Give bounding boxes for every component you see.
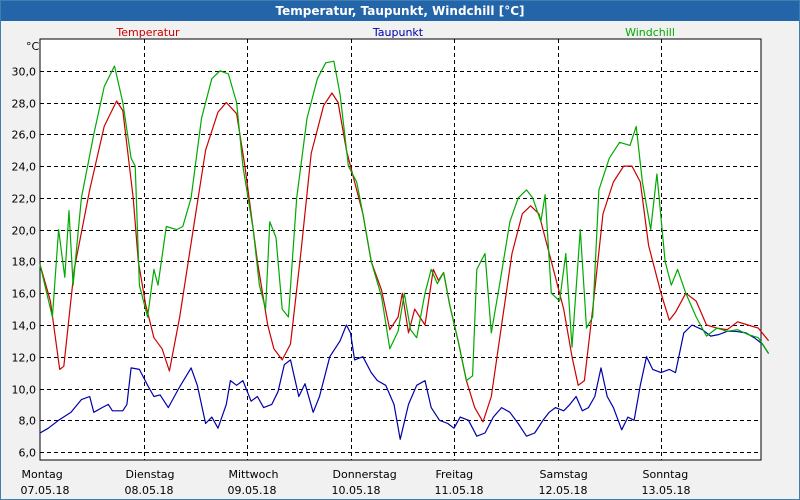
legend-entry-temperatur: Temperatur (115, 26, 180, 39)
grid-lines (40, 39, 761, 460)
y-tick-label: 12,0 (12, 352, 37, 365)
x-tick-date-label: 07.05.18 (21, 484, 70, 497)
y-tick-label: 14,0 (12, 320, 37, 333)
x-tick-day-label: Sonntag (643, 468, 689, 481)
x-tick-day-label: Mittwoch (229, 468, 279, 481)
x-tick-day-label: Donnerstag (333, 468, 397, 481)
x-tick-day-label: Samstag (540, 468, 588, 481)
series-line-taupunkt (39, 324, 770, 440)
x-tick-day-label: Freitag (436, 468, 474, 481)
y-tick-label: 26,0 (12, 129, 37, 142)
y-tick-label: 6,0 (19, 447, 37, 460)
x-axis-ticks: Montag 07.05.18 Dienstag 08.05.18 Mittwoch 09… (21, 468, 691, 497)
x-tick-date-label: 12.05.18 (539, 484, 588, 497)
y-axis-ticks: 6,0 8,0 10,0 12,0 14,0 16,0 18,0 20,0 22,0 24,0 26… (12, 66, 37, 460)
y-tick-label: 8,0 (19, 415, 37, 428)
x-tick-date-label: 13.05.18 (642, 484, 691, 497)
y-tick-label: 20,0 (12, 225, 37, 238)
x-tick-date-label: 10.05.18 (332, 484, 381, 497)
y-tick-label: 18,0 (12, 256, 37, 269)
y-axis-unit-label: °C (26, 40, 40, 53)
plot-area (39, 38, 762, 461)
x-tick-day-label: Dienstag (126, 468, 175, 481)
y-tick-label: 22,0 (12, 193, 37, 206)
y-tick-label: 10,0 (12, 384, 37, 397)
x-tick-date-label: 11.05.18 (435, 484, 484, 497)
y-tick-label: 24,0 (12, 161, 37, 174)
y-tick-label: 30,0 (12, 66, 37, 79)
legend: Temperatur Taupunkt Windchill (115, 26, 675, 39)
series-line-temperatur (39, 92, 770, 423)
legend-entry-taupunkt: Taupunkt (372, 26, 424, 39)
window-title: Temperatur, Taupunkt, Windchill [°C] (1, 1, 799, 21)
x-tick-date-label: 09.05.18 (228, 484, 277, 497)
series-line-windchill (39, 60, 770, 382)
y-tick-label: 28,0 (12, 98, 37, 111)
x-tick-date-label: 08.05.18 (125, 484, 174, 497)
series-lines (39, 60, 770, 440)
legend-entry-windchill: Windchill (625, 26, 675, 39)
x-tick-day-label: Montag (22, 468, 63, 481)
y-tick-label: 16,0 (12, 288, 37, 301)
